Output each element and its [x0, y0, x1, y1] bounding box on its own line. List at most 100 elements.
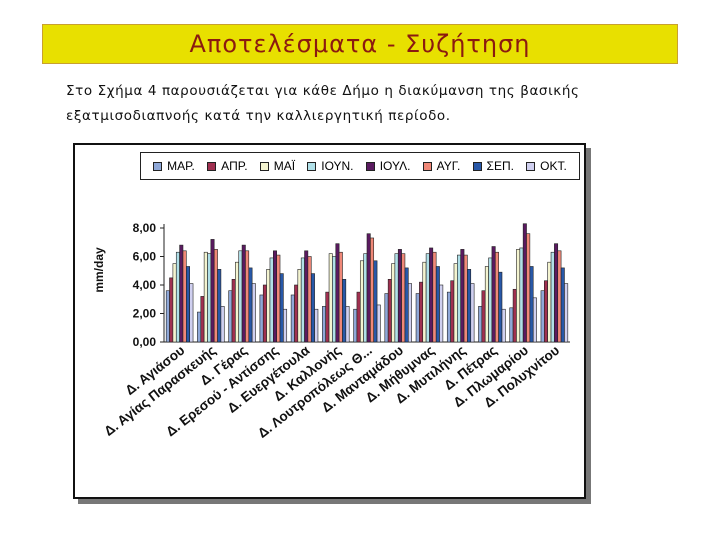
bar: [213, 249, 218, 343]
legend-label: ΙΟΥΛ.: [379, 159, 411, 173]
legend-item: ΣΕΠ.: [472, 159, 514, 173]
bar: [532, 297, 537, 343]
bar: [228, 290, 233, 343]
bar: [453, 263, 458, 343]
bar: [279, 273, 284, 343]
bar: [463, 254, 468, 343]
bar: [283, 308, 288, 343]
legend-swatch: [365, 161, 375, 171]
bar: [179, 244, 184, 343]
title-banner: Αποτελέσματα - Συζήτηση: [42, 24, 678, 64]
bar: [488, 257, 493, 343]
legend-item: ΑΥΓ.: [422, 159, 461, 173]
bar: [478, 306, 483, 343]
bar: [200, 296, 205, 343]
bar: [231, 278, 236, 343]
legend-label: ΜΑΪ: [273, 159, 296, 173]
bar: [175, 251, 180, 343]
bar: [220, 306, 225, 343]
bar: [165, 290, 170, 343]
bar: [345, 306, 350, 343]
bar: [238, 250, 243, 343]
bar: [397, 249, 402, 343]
bar: [435, 266, 440, 343]
bar: [356, 291, 361, 343]
y-tick-label: 0,00: [133, 335, 157, 349]
y-tick-label: 8,00: [133, 221, 157, 235]
bar: [491, 246, 496, 343]
bar: [262, 284, 267, 343]
bar: [342, 278, 347, 343]
bar: [501, 308, 506, 343]
chart-legend: ΜΑΡ. ΑΠΡ. ΜΑΪ ΙΟΥΝ. ΙΟΥΛ. ΑΥΓ. ΣΕΠ. ΟΚΤ.: [140, 152, 580, 180]
legend-item: ΟΚΤ.: [526, 159, 567, 173]
bar: [540, 290, 545, 343]
bar: [332, 256, 337, 343]
legend-label: ΟΚΤ.: [540, 159, 567, 173]
bar: [322, 306, 326, 343]
bar: [314, 308, 319, 343]
bar: [494, 251, 499, 343]
bar: [460, 249, 465, 343]
bar: [384, 293, 389, 343]
bar: [422, 261, 427, 343]
bar: [373, 260, 378, 343]
bar: [328, 253, 333, 343]
bar: [446, 291, 451, 343]
bar: [307, 256, 312, 343]
intro-paragraph: Στο Σχήμα 4 παρουσιάζεται για κάθε Δήμο …: [66, 83, 580, 124]
bar: [415, 293, 420, 343]
bar: [273, 250, 277, 343]
bar: [376, 304, 381, 343]
bar: [547, 261, 552, 343]
bar: [370, 237, 375, 343]
bar: [338, 251, 343, 343]
bar: [335, 243, 340, 343]
bar: [557, 250, 562, 343]
bar: [457, 254, 461, 343]
bar: [526, 233, 531, 343]
bar: [235, 261, 240, 343]
legend-item: ΜΑΡ.: [153, 159, 195, 173]
bar: [241, 244, 246, 343]
y-axis-title: mm/day: [92, 247, 106, 293]
bar: [276, 254, 281, 343]
bar: [290, 294, 295, 343]
bar: [310, 273, 315, 343]
bar: [353, 308, 358, 343]
bar: [432, 251, 437, 343]
legend-swatch: [207, 161, 217, 171]
bar: [207, 253, 212, 343]
legend-swatch: [472, 161, 482, 171]
bar: [450, 280, 455, 343]
bar: [512, 288, 517, 343]
bar: [186, 266, 190, 343]
legend-item: ΙΟΥΛ.: [365, 159, 411, 173]
bar: [169, 277, 174, 343]
bar: [210, 239, 215, 343]
bar: [522, 223, 527, 343]
bar: [519, 247, 524, 343]
bar: [217, 269, 222, 343]
bar: [294, 284, 299, 343]
bar: [269, 257, 274, 343]
bar: [359, 260, 364, 343]
bar: [387, 278, 392, 343]
legend-label: ΙΟΥΝ.: [321, 159, 354, 173]
bar: [189, 283, 194, 343]
y-tick-label: 4,00: [133, 278, 157, 292]
bar: [550, 251, 555, 343]
bar: [259, 294, 264, 343]
bar: [203, 251, 208, 343]
bar: [419, 281, 424, 343]
bar: [408, 283, 412, 343]
bar: [509, 307, 514, 343]
bar: [544, 280, 548, 343]
page-title: Αποτελέσματα - Συζήτηση: [189, 30, 531, 58]
bar: [564, 283, 569, 343]
legend-swatch: [259, 161, 269, 171]
legend-label: ΑΥΓ.: [436, 159, 461, 173]
legend-swatch: [422, 161, 432, 171]
bar: [391, 263, 396, 343]
